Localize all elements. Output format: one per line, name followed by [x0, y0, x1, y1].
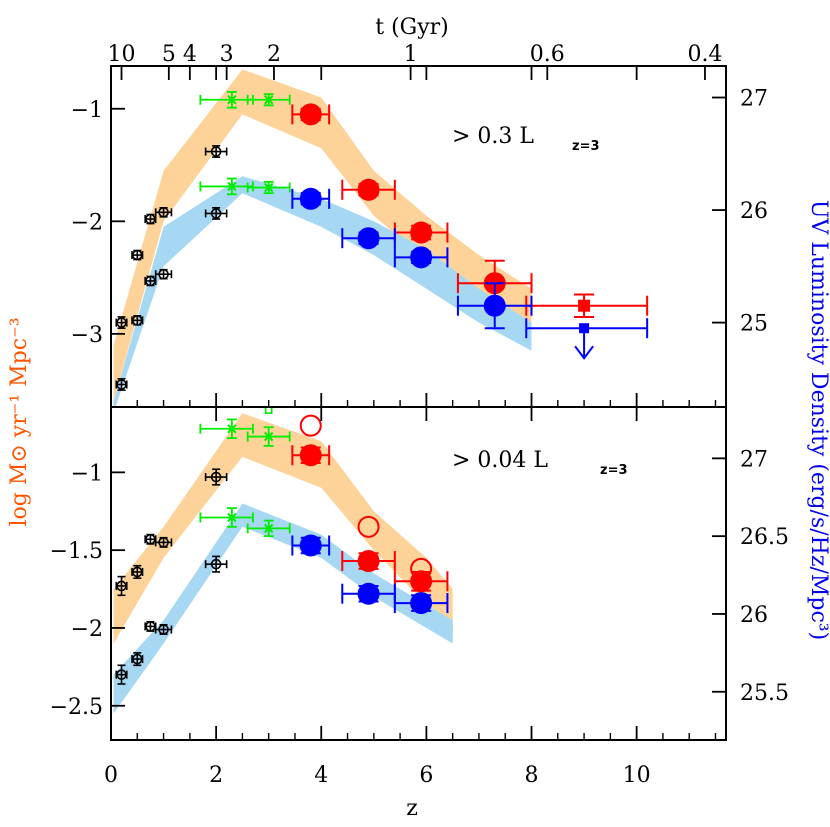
top-axis-tick-label: 4 [183, 42, 197, 67]
green-point-2 [227, 512, 237, 523]
bottom-panel-annotation-sub: z=3 [600, 463, 628, 478]
top-axis-tick-label: 0.4 [687, 42, 722, 67]
blue-point-4 [579, 323, 590, 334]
black-point-3 [131, 653, 143, 665]
top-panel: −1 −2 −3 27 26 25 [71, 65, 768, 408]
x-tick-label: 4 [314, 763, 328, 788]
right-tick-label: 26 [740, 199, 768, 224]
black-point-5 [145, 275, 156, 287]
x-tick-label: 10 [623, 763, 651, 788]
x-tick-label: 6 [419, 763, 433, 788]
green-point-3 [263, 523, 274, 534]
blue-point-2 [410, 592, 433, 615]
red-open-circle-1 [357, 515, 380, 538]
green-square-0 [264, 407, 273, 414]
black-point-0 [116, 317, 127, 328]
x-tick-label: 0 [104, 763, 118, 788]
x-axis-title: z [406, 796, 418, 821]
right-tick-label: 27 [740, 447, 768, 472]
right-y-axis-title: UV Luminosity Density (erg/s/Hz/Mpc³) [806, 200, 830, 640]
top-axis-tick-label: 2 [267, 42, 281, 67]
plot-area [113, 407, 453, 714]
blue-point-0 [299, 534, 322, 557]
black-point-9 [210, 208, 222, 219]
red-point-0 [299, 103, 322, 126]
blue-sfr-band [113, 503, 453, 714]
red-point-1 [357, 550, 380, 573]
red-point-1 [357, 178, 380, 201]
right-tick-label: 25 [740, 312, 768, 337]
left-tick-label: −2 [71, 210, 103, 235]
blue-point-4-arrow-head [574, 345, 594, 360]
green-point-2 [227, 181, 237, 192]
black-point-1 [116, 379, 127, 390]
left-tick-label: −2.5 [50, 695, 103, 720]
right-tick-label: 26 [740, 603, 768, 628]
black-point-1 [116, 669, 127, 680]
red-point-0 [299, 444, 322, 467]
x-tick-label: 8 [525, 763, 539, 788]
black-point-2 [131, 566, 143, 578]
x-tick-label: 2 [209, 763, 223, 788]
red-point-2 [410, 221, 433, 244]
top-axis-tick-label: 1 [404, 42, 418, 67]
blue-point-1 [357, 227, 380, 250]
blue-point-1 [357, 582, 380, 605]
black-point-8 [210, 471, 222, 483]
blue-sfr-band [113, 176, 532, 407]
top-axis-tick-label: 10 [108, 42, 136, 67]
top-axis-tick-label: 0.6 [530, 42, 565, 67]
green-point-0 [227, 95, 237, 105]
black-point-7 [158, 624, 169, 635]
left-y-axis-title: log M⊙ yr⁻¹ Mpc⁻³ [7, 317, 32, 526]
top-panel-annotation-sub: z=3 [572, 139, 600, 154]
red-point-4 [578, 299, 591, 312]
green-point-3 [263, 182, 274, 193]
left-tick-label: −1 [71, 98, 103, 123]
left-tick-label: −3 [71, 323, 103, 348]
red-point-2 [410, 570, 433, 593]
top-panel-annotation: > 0.3 L [452, 124, 534, 149]
blue-point-2 [410, 246, 433, 269]
black-point-3 [131, 315, 143, 326]
black-point-4 [145, 213, 156, 225]
black-point-9 [210, 558, 222, 570]
black-point-8 [210, 146, 222, 157]
top-axis-title: t (Gyr) [375, 15, 449, 40]
bottom-panel-annotation: > 0.04 L [452, 448, 548, 473]
right-tick-label: 27 [740, 87, 768, 112]
plot-area [113, 69, 649, 407]
blue-point-3 [483, 294, 506, 317]
top-axis-tick-label: 3 [220, 42, 234, 67]
green-point-1 [263, 95, 274, 105]
red-open-circle-0 [299, 414, 322, 437]
orange-sfr-band [113, 413, 453, 644]
green-point-0 [227, 424, 237, 434]
panel-frame [110, 406, 727, 741]
left-tick-label: −1 [71, 461, 103, 486]
top-axis-tick-label: 5 [162, 42, 176, 67]
right-tick-label: 25.5 [740, 681, 789, 706]
right-tick-label: 26.5 [740, 525, 789, 550]
bottom-panel: −1 −1.5 −2 −2.5 27 26.5 26 25.5 [50, 406, 789, 741]
left-tick-label: −2 [71, 617, 103, 642]
blue-point-0 [299, 187, 322, 210]
left-tick-label: −1.5 [50, 539, 103, 564]
black-point-6 [158, 207, 169, 218]
green-point-1 [263, 431, 274, 442]
black-point-2 [131, 249, 143, 261]
black-point-0 [116, 580, 127, 592]
black-point-6 [158, 537, 169, 548]
black-point-7 [158, 268, 169, 280]
